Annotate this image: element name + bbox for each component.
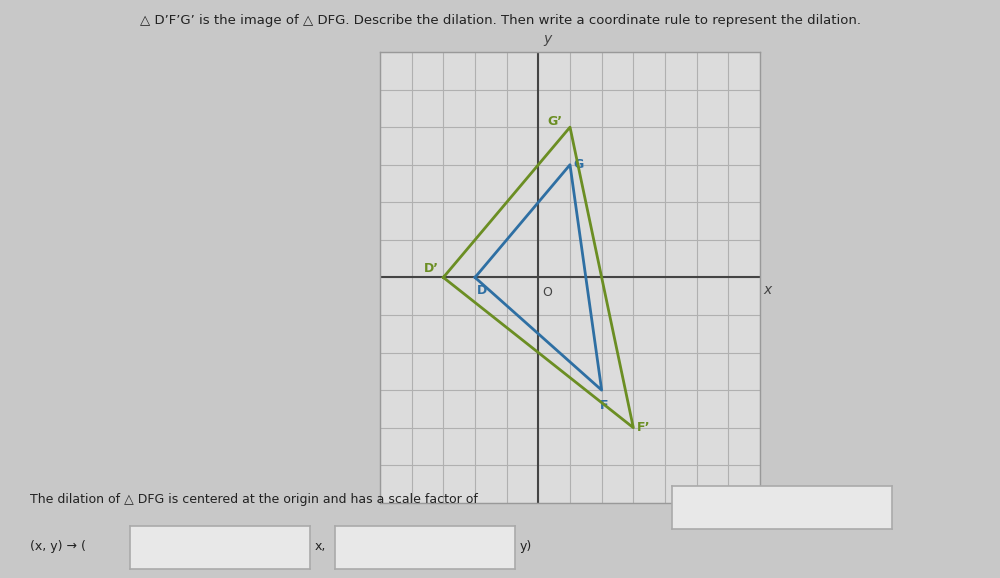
Text: y: y [543,32,551,46]
Text: O: O [542,286,552,299]
Text: (x, y) → (: (x, y) → ( [30,540,86,553]
Text: △ D’F’G’ is the image of △ DFG. Describe the dilation. Then write a coordinate r: △ D’F’G’ is the image of △ DFG. Describe… [140,14,860,27]
Text: y): y) [520,540,532,553]
Text: G’: G’ [548,115,563,128]
Text: F’: F’ [637,421,651,435]
Text: F: F [600,399,609,412]
Text: x: x [763,283,771,297]
Text: D: D [477,284,487,297]
Text: The dilation of △ DFG is centered at the origin and has a scale factor of: The dilation of △ DFG is centered at the… [30,494,478,506]
Text: D’: D’ [424,262,439,275]
Text: x,: x, [315,540,326,553]
Text: G: G [574,158,584,172]
